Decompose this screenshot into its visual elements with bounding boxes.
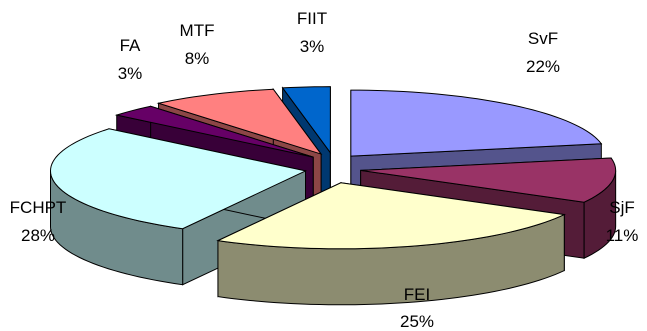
pie-labels: SvF 22% SjF 11% FEI 25% FCHPT 28% FA 3% MTF 8% FIIT 3… [10,9,639,331]
pie-slice-svf-top [350,89,603,157]
pie-label-sjf-percent: 11% [606,226,639,245]
pie-slice-fchpt-top [49,128,308,230]
pie-slices [49,86,617,306]
pie-label-fei-percent: 25% [400,312,434,331]
pie-slice-fa-top [114,105,314,158]
pie-label-svf-name: SvF [528,29,558,48]
pie-slice-fei-top [216,182,567,250]
pie-label-fchpt-name: FCHPT [10,198,67,217]
pie-label-fa-name: FA [120,36,141,55]
pie-label-mtf-name: MTF [180,21,215,40]
pie-label-fiit-name: FIIT [297,9,327,28]
pie-slice-mtf-top [156,88,323,156]
pie-slice-sjf-top [360,157,617,203]
pie-label-svf-percent: 22% [526,57,560,76]
pie-label-fchpt-percent: 28% [21,226,55,245]
pie-label-sjf-name: SjF [609,198,635,217]
pie-label-fa-percent: 3% [118,64,143,83]
pie-label-mtf-percent: 8% [185,49,210,68]
pie-label-fei-name: FEI [404,285,430,304]
pie-slice-fiit-top [281,86,331,155]
pie-label-fiit-percent: 3% [300,37,325,56]
pie-slice-fei [216,182,567,306]
